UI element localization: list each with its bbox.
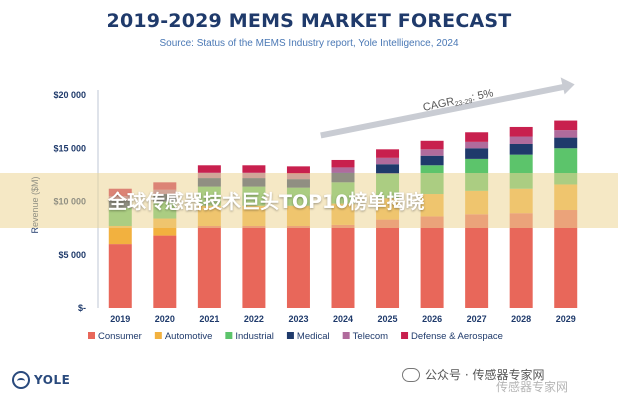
x-tick-label: 2024	[333, 314, 353, 324]
y-tick-label: $20 000	[53, 90, 86, 100]
bar-segment	[286, 225, 310, 308]
bar-segment	[554, 120, 578, 131]
legend-label: Telecom	[353, 331, 388, 342]
x-tick-label: 2026	[422, 314, 442, 324]
bar-segment	[509, 136, 533, 144]
legend-swatch	[342, 332, 350, 339]
bar-segment	[554, 137, 578, 149]
bar-segment	[465, 132, 489, 142]
y-tick-label: $5 000	[58, 250, 86, 260]
bar-segment	[554, 130, 578, 138]
legend-swatch	[154, 332, 162, 339]
bar-segment	[108, 244, 132, 308]
x-tick-label: 2022	[244, 314, 264, 324]
bar-segment	[197, 165, 221, 173]
legend-swatch	[286, 332, 294, 339]
bar-segment	[286, 166, 310, 174]
bar-segment	[420, 155, 444, 166]
wechat-icon	[402, 367, 420, 382]
bar-segment	[242, 165, 266, 173]
bar-segment	[108, 225, 132, 245]
bar-segment	[331, 159, 355, 168]
bar-segment	[509, 126, 533, 137]
x-tick-label: 2029	[556, 314, 576, 324]
overlay-banner-text: 全球传感器技术巨头TOP10榜单揭晓	[108, 191, 425, 213]
chart-title: 2019-2029 MEMS MARKET FORECAST	[106, 10, 512, 32]
y-tick-label: $15 000	[53, 143, 86, 153]
overlay-banner	[0, 173, 618, 228]
yole-logo-icon	[12, 371, 30, 389]
wechat-watermark: 公众号 · 传感器专家网	[402, 366, 544, 383]
bar-segment	[465, 141, 489, 149]
legend-swatch	[225, 332, 233, 339]
x-tick-label: 2021	[199, 314, 219, 324]
bar-segment	[465, 148, 489, 159]
bar-segment	[331, 224, 355, 308]
legend-label: Consumer	[98, 331, 142, 342]
bar-segment	[420, 216, 444, 308]
bar-segment	[153, 235, 177, 308]
legend-label: Industrial	[235, 331, 274, 342]
chart-subtitle: Source: Status of the MEMS Industry repo…	[159, 38, 459, 49]
cagr-arrow-head	[560, 77, 575, 95]
bar-segment	[331, 167, 355, 173]
x-tick-label: 2028	[511, 314, 531, 324]
bar-segment	[376, 157, 400, 165]
legend-swatch	[401, 332, 409, 339]
bar-segment	[420, 140, 444, 150]
bar-segment	[376, 149, 400, 158]
x-tick-label: 2019	[110, 314, 130, 324]
bar-segment	[465, 214, 489, 308]
bar-segment	[509, 213, 533, 308]
bar-segment	[197, 225, 221, 308]
x-tick-label: 2025	[378, 314, 398, 324]
legend-label: Medical	[297, 331, 330, 342]
bar-segment	[376, 219, 400, 308]
bar-segment	[554, 210, 578, 308]
x-tick-label: 2020	[155, 314, 175, 324]
site-watermark: 传感器专家网	[496, 380, 569, 394]
bar-segment	[420, 149, 444, 156]
wechat-watermark-text: 公众号 · 传感器专家网	[425, 368, 545, 382]
yole-logo-text: YOLE	[34, 373, 71, 387]
yole-logo: YOLE	[12, 370, 70, 390]
legend-label: Defense & Aerospace	[411, 331, 503, 342]
legend-swatch	[88, 332, 95, 339]
cagr-arrow-shaft	[320, 83, 568, 139]
bar-segment	[242, 225, 266, 308]
bar-segment	[509, 143, 533, 155]
x-tick-label: 2027	[467, 314, 487, 324]
legend-label: Automotive	[165, 331, 213, 342]
bar-segment	[376, 164, 400, 174]
x-tick-label: 2023	[288, 314, 308, 324]
y-tick-label: $-	[78, 303, 86, 313]
